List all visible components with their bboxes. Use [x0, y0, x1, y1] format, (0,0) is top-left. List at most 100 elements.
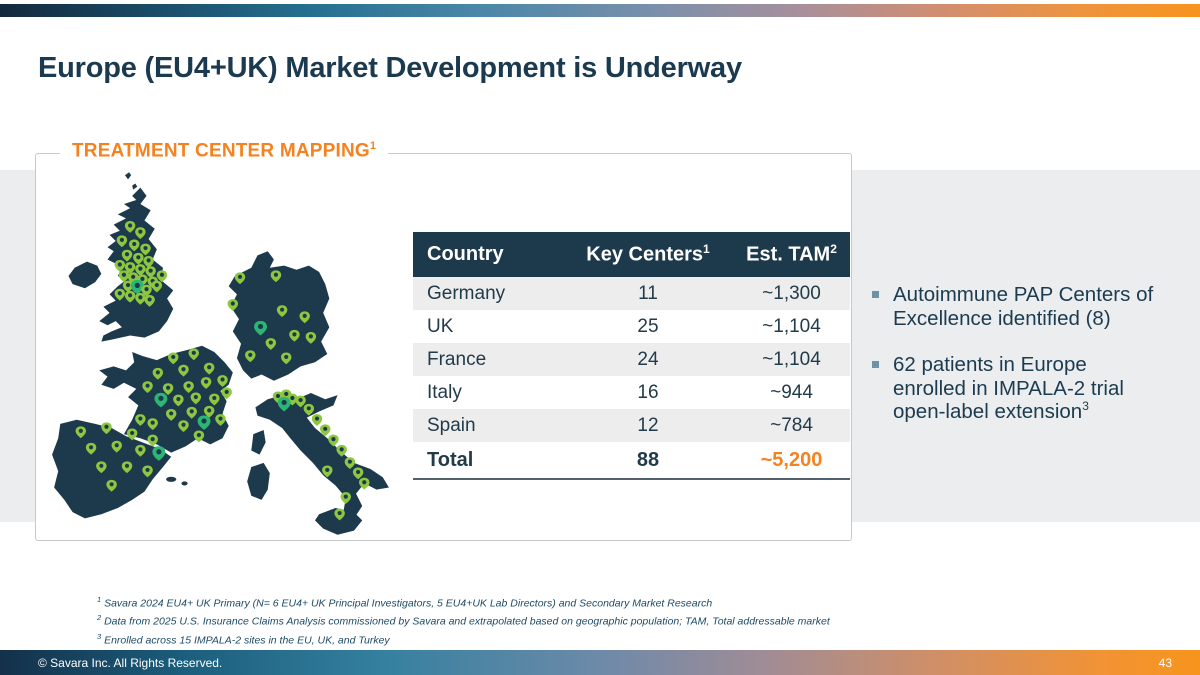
treatment-center-pin — [322, 465, 333, 478]
treatment-center-pin — [245, 350, 256, 363]
treatment-center-pin — [311, 414, 323, 426]
treatment-center-pin — [124, 290, 136, 303]
treatment-center-pin — [152, 367, 164, 380]
treatment-center-pin — [190, 392, 202, 405]
treatment-center-pin — [197, 415, 211, 430]
treatment-center-pin — [126, 428, 138, 441]
treatment-center-pin — [111, 440, 122, 453]
treatment-center-pin — [352, 467, 364, 480]
page-title: Europe (EU4+UK) Market Development is Un… — [38, 52, 742, 84]
section-label-text: TREATMENT CENTER MAPPING — [72, 140, 370, 162]
treatment-center-pin — [114, 288, 126, 301]
table-row: France 24 ~1,104 — [413, 343, 850, 376]
treatment-center-pin — [101, 422, 112, 435]
table-row: UK 25 ~1,104 — [413, 310, 850, 343]
treatment-center-pin — [156, 270, 168, 283]
treatment-center-pin — [118, 270, 130, 283]
treatment-center-pin — [144, 294, 155, 307]
table-cell: Spain — [427, 414, 476, 436]
table-cell: ~784 — [770, 414, 813, 436]
treatment-center-pin — [344, 457, 356, 470]
treatment-center-pin — [303, 403, 315, 416]
treatment-center-pin — [142, 465, 153, 478]
table-row: Germany 11 ~1,300 — [413, 277, 850, 310]
table-cell: 24 — [637, 348, 659, 370]
treatment-center-pin — [203, 362, 215, 375]
table-row: Italy 16 ~944 — [413, 376, 850, 409]
table-row: Spain 12 ~784 — [413, 409, 850, 442]
table-cell: 12 — [637, 414, 659, 436]
column-header: Est. TAM2 — [746, 242, 837, 266]
map-shape-sardinia — [247, 462, 270, 500]
europe-map — [52, 172, 389, 535]
table-row: Total 88 ~5,200 — [413, 442, 850, 480]
section-label-superscript: 1 — [369, 140, 377, 152]
treatment-center-pin — [145, 266, 156, 278]
treatment-center-pin — [135, 414, 146, 426]
map-shape-balearics-2 — [181, 481, 188, 486]
treatment-center-pin — [280, 352, 292, 365]
treatment-center-pin — [121, 249, 133, 262]
treatment-center-pin — [270, 270, 282, 283]
treatment-center-pin — [193, 430, 205, 443]
treatment-center-pin — [336, 444, 347, 457]
treatment-center-pin — [299, 311, 310, 324]
page-number: 43 — [1158, 655, 1172, 670]
treatment-center-pin — [234, 272, 246, 285]
key-centers-table: Country Key Centers1 Est. TAM2 Germany 11 ~1… — [413, 232, 850, 480]
treatment-center-pin — [178, 420, 189, 433]
treatment-center-pin — [215, 414, 226, 426]
map-shape-shetland — [124, 172, 138, 190]
table-cell: 11 — [638, 282, 658, 304]
footnote-line: 1 Savara 2024 EU4+ UK Primary (N= 6 EU4+… — [97, 595, 713, 610]
table-cell: 16 — [637, 381, 659, 403]
treatment-center-pin — [359, 477, 370, 490]
treatment-center-pin — [152, 446, 166, 461]
treatment-center-pin — [265, 338, 277, 350]
treatment-center-pin — [217, 375, 228, 387]
table-cell: UK — [427, 315, 454, 337]
section-label: TREATMENT CENTER MAPPING1 — [60, 140, 389, 163]
treatment-center-pin — [276, 305, 288, 318]
treatment-center-pin — [143, 255, 154, 268]
map-shape-corsica — [251, 430, 266, 455]
bullet-text: 62 patients in Europe enrolled in IMPALA… — [893, 353, 1124, 424]
treatment-center-pin — [121, 461, 133, 474]
map-shape-northern-ireland — [68, 261, 102, 289]
treatment-center-pin — [135, 444, 146, 457]
treatment-center-pin — [128, 239, 140, 252]
treatment-center-pin — [277, 396, 291, 412]
treatment-center-pin — [124, 262, 136, 274]
treatment-center-pin — [147, 418, 158, 430]
treatment-center-pin — [141, 284, 152, 297]
treatment-center-pin — [178, 364, 189, 377]
table-cell: Total — [427, 448, 474, 471]
map-shape-germany — [228, 251, 330, 381]
treatment-center-pin — [168, 352, 179, 365]
treatment-center-pin — [142, 381, 153, 394]
table-cell: ~5,200 — [760, 448, 823, 471]
treatment-center-pin — [151, 280, 163, 293]
treatment-center-pin — [130, 279, 144, 295]
table-cell: 25 — [637, 315, 659, 337]
table-cell: ~1,104 — [762, 315, 821, 337]
table-cell: ~1,300 — [762, 282, 821, 304]
bullet-square-icon — [872, 361, 879, 369]
table-header-row: Country Key Centers1 Est. TAM2 — [413, 232, 850, 277]
table-cell: France — [427, 348, 487, 370]
treatment-center-pin — [85, 442, 97, 455]
column-header: Country — [427, 243, 504, 265]
treatment-center-pin — [154, 392, 168, 408]
table-cell: ~1,104 — [762, 348, 821, 370]
treatment-center-pin — [295, 395, 306, 408]
treatment-center-pin — [340, 492, 352, 504]
treatment-center-pin — [186, 406, 197, 419]
treatment-center-pin — [140, 243, 151, 256]
map-shape-great-britain — [99, 187, 174, 342]
treatment-center-pin — [124, 221, 136, 233]
map-shape-italy — [255, 393, 389, 519]
table-cell: ~944 — [770, 381, 813, 403]
treatment-center-pin — [254, 320, 268, 336]
treatment-center-pin — [147, 434, 158, 447]
